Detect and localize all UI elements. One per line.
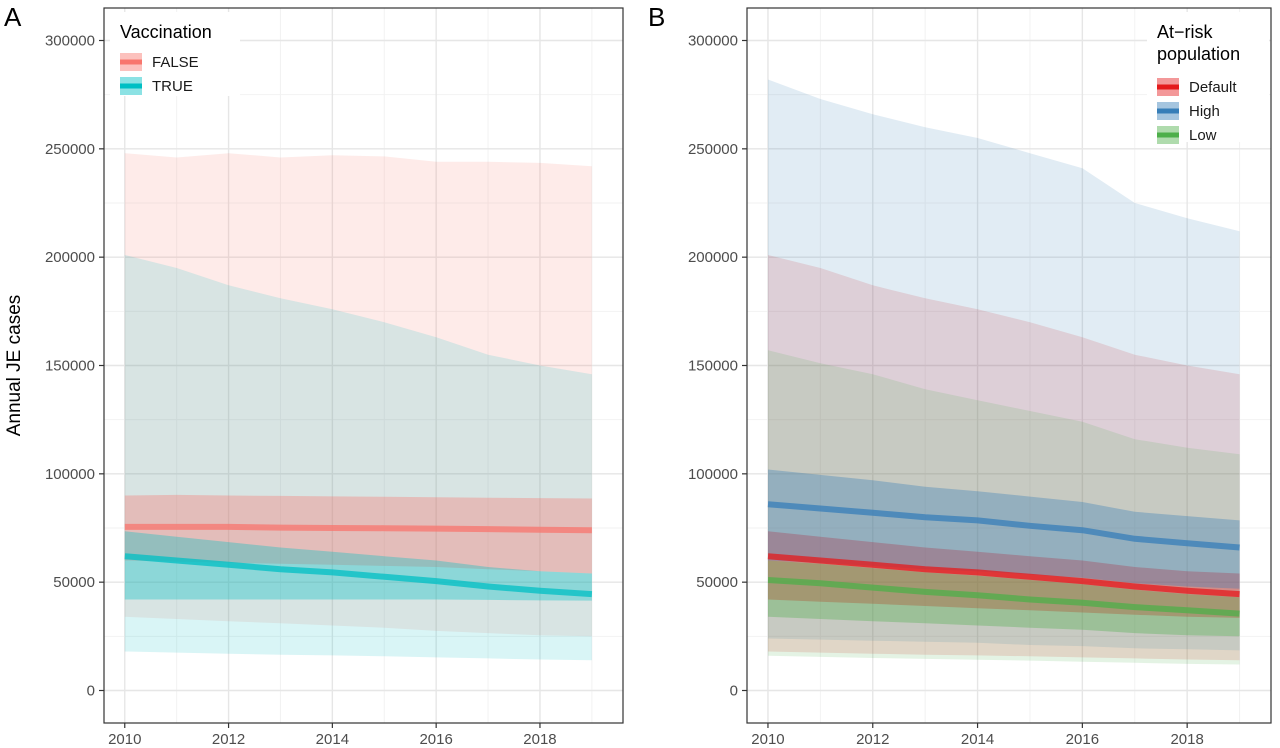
series-layer <box>124 153 593 661</box>
panel-b: B 0 50000 100000 150000 200000 250000 300000 201… <box>648 2 1272 748</box>
y-tick-label: 100000 <box>688 466 738 483</box>
y-tick-label: 0 <box>87 683 95 700</box>
legend-background <box>110 12 240 96</box>
y-tick-label: 50000 <box>53 574 95 591</box>
axes: 0 50000 100000 150000 200000 250000 300000 2010… <box>45 33 557 748</box>
y-axis-label: Annual JE cases <box>4 295 25 437</box>
grid <box>747 8 1271 723</box>
legend-title: At−risk <box>1157 22 1214 42</box>
x-tick-label: 2010 <box>108 731 141 748</box>
median-line-false <box>124 523 592 534</box>
legend-label: Low <box>1189 127 1217 144</box>
y-tick-label: 200000 <box>45 249 95 266</box>
x-tick-label: 2016 <box>419 731 452 748</box>
y-tick-label: 150000 <box>688 358 738 375</box>
x-tick-label: 2016 <box>1066 731 1099 748</box>
outer-band-default <box>768 255 1240 661</box>
panel-tag: B <box>648 2 665 32</box>
legend-title: Vaccination <box>120 22 212 42</box>
panel-a: A 0 50000 100000 150000 200000 250000 300000 201… <box>4 2 624 748</box>
x-tick-label: 2014 <box>316 731 349 748</box>
outer-band-high <box>768 79 1240 651</box>
median-line-high <box>767 501 1240 551</box>
legend-label: FALSE <box>152 54 199 71</box>
x-tick-label: 2014 <box>961 731 994 748</box>
inner-band-false <box>124 494 592 574</box>
legend-title: population <box>1157 44 1240 64</box>
legend-background <box>1147 12 1269 142</box>
outer-band-true <box>124 255 592 661</box>
x-tick-label: 2018 <box>1170 731 1203 748</box>
y-tick-label: 300000 <box>45 33 95 50</box>
x-tick-label: 2010 <box>751 731 784 748</box>
inner-band-high <box>768 469 1240 589</box>
median-line-default <box>767 553 1240 598</box>
y-tick-label: 100000 <box>45 466 95 483</box>
panel-tag: A <box>4 2 22 32</box>
y-tick-label: 250000 <box>688 141 738 158</box>
median-line-low <box>767 577 1240 617</box>
x-tick-label: 2018 <box>523 731 556 748</box>
x-tick-label: 2012 <box>856 731 889 748</box>
legend-label: TRUE <box>152 78 193 95</box>
legend: Vaccination FALSE TRUE <box>110 12 240 96</box>
legend-label: Default <box>1189 79 1237 96</box>
y-tick-label: 250000 <box>45 141 95 158</box>
x-tick-label: 2012 <box>212 731 245 748</box>
y-tick-label: 200000 <box>688 249 738 266</box>
outer-band-false <box>124 153 592 637</box>
y-tick-label: 300000 <box>688 33 738 50</box>
median-line-true <box>124 553 593 598</box>
legend-label: High <box>1189 103 1220 120</box>
y-tick-label: 150000 <box>45 358 95 375</box>
y-tick-label: 0 <box>730 683 738 700</box>
y-tick-label: 50000 <box>696 574 738 591</box>
series-layer <box>767 79 1240 665</box>
axes: 0 50000 100000 150000 200000 250000 300000 2010… <box>688 33 1204 748</box>
